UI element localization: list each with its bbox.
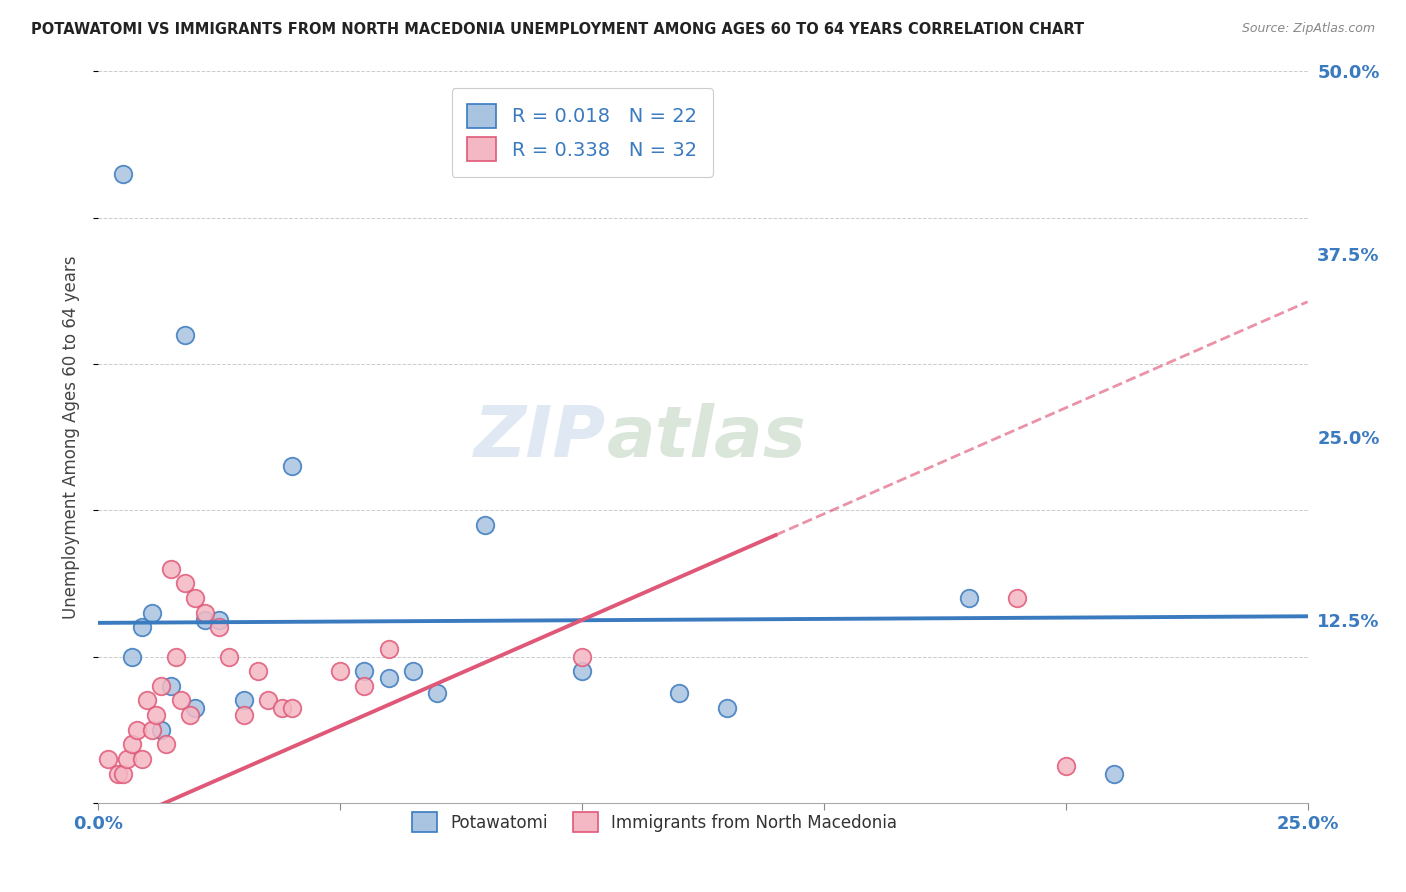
Text: POTAWATOMI VS IMMIGRANTS FROM NORTH MACEDONIA UNEMPLOYMENT AMONG AGES 60 TO 64 Y: POTAWATOMI VS IMMIGRANTS FROM NORTH MACE…	[31, 22, 1084, 37]
Text: atlas: atlas	[606, 402, 806, 472]
Point	[135, 693, 157, 707]
Point	[160, 562, 183, 576]
Point	[377, 642, 399, 657]
Point	[117, 752, 139, 766]
Point	[353, 664, 375, 678]
Point	[131, 752, 153, 766]
Point	[571, 649, 593, 664]
Point	[271, 700, 294, 714]
Point	[150, 679, 173, 693]
Y-axis label: Unemployment Among Ages 60 to 64 years: Unemployment Among Ages 60 to 64 years	[62, 255, 80, 619]
Point	[141, 606, 163, 620]
Point	[426, 686, 449, 700]
Point	[97, 752, 120, 766]
Point	[194, 613, 217, 627]
Point	[121, 649, 143, 664]
Point	[165, 649, 187, 664]
Point	[957, 591, 980, 605]
Point	[668, 686, 690, 700]
Point	[281, 459, 304, 474]
Point	[107, 766, 129, 780]
Point	[141, 723, 163, 737]
Point	[377, 672, 399, 686]
Point	[329, 664, 352, 678]
Point	[131, 620, 153, 634]
Point	[127, 723, 149, 737]
Point	[194, 606, 217, 620]
Point	[150, 723, 173, 737]
Point	[174, 327, 197, 342]
Point	[571, 664, 593, 678]
Point	[160, 679, 183, 693]
Point	[111, 167, 134, 181]
Legend: Potawatomi, Immigrants from North Macedonia: Potawatomi, Immigrants from North Macedo…	[399, 798, 911, 846]
Text: ZIP: ZIP	[474, 402, 606, 472]
Point	[169, 693, 191, 707]
Point	[281, 700, 304, 714]
Point	[145, 708, 167, 723]
Point	[402, 664, 425, 678]
Point	[208, 620, 231, 634]
Point	[716, 700, 738, 714]
Point	[353, 679, 375, 693]
Point	[111, 766, 134, 780]
Point	[218, 649, 240, 664]
Point	[179, 708, 201, 723]
Text: Source: ZipAtlas.com: Source: ZipAtlas.com	[1241, 22, 1375, 36]
Point	[474, 517, 496, 532]
Point	[247, 664, 270, 678]
Point	[232, 693, 254, 707]
Point	[155, 737, 177, 751]
Point	[121, 737, 143, 751]
Point	[1102, 766, 1125, 780]
Point	[1054, 759, 1077, 773]
Point	[208, 613, 231, 627]
Point	[232, 708, 254, 723]
Point	[256, 693, 278, 707]
Point	[184, 700, 207, 714]
Point	[1007, 591, 1029, 605]
Point	[174, 576, 197, 591]
Point	[184, 591, 207, 605]
